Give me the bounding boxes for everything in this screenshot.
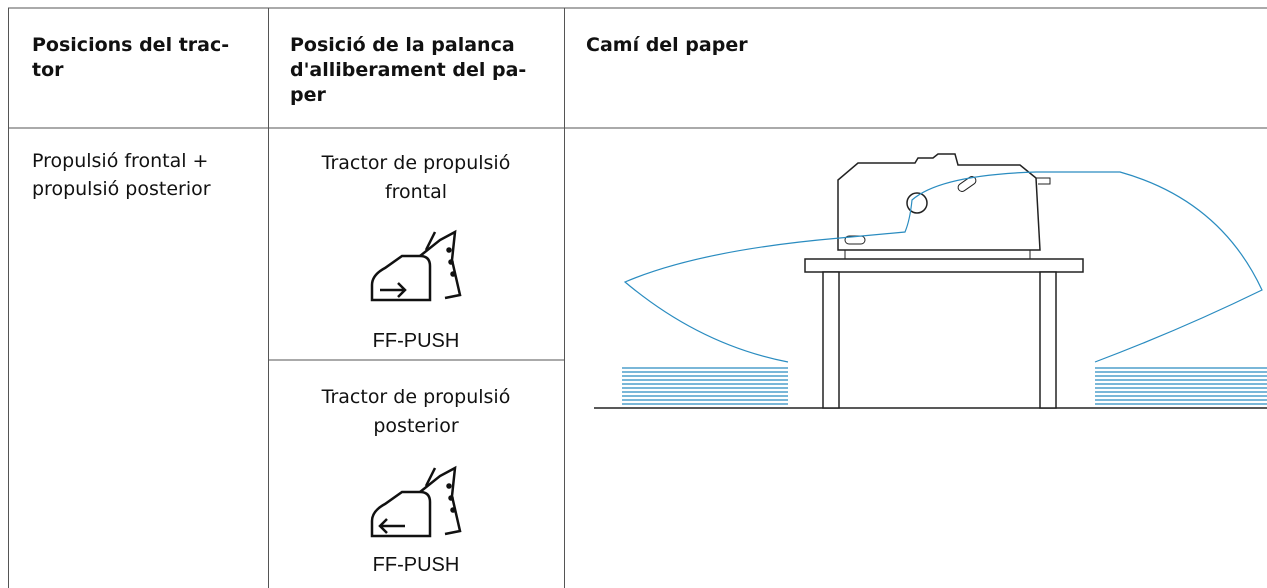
ff-push-icon	[370, 229, 462, 302]
position-text: Propulsió frontal +	[32, 150, 209, 172]
icon-label: FF-PUSH	[372, 330, 460, 352]
header-text: Posicions del trac-	[32, 34, 230, 56]
header-text: Posició de la palanca	[290, 34, 515, 56]
lever-text: Tractor de propulsió	[321, 386, 511, 408]
position-text: propulsió posterior	[32, 178, 211, 200]
paper-path-diagram	[594, 153, 1267, 409]
header-text: Camí del paper	[586, 34, 748, 56]
icon-label: FF-PUSH	[372, 554, 460, 576]
header-text: per	[290, 84, 326, 106]
ff-push-icon	[370, 465, 462, 538]
header-text: tor	[32, 59, 64, 81]
lever-text: posterior	[373, 415, 459, 437]
header-text: d'alliberament del pa-	[290, 59, 527, 81]
lever-text: frontal	[384, 181, 448, 203]
lever-text: Tractor de propulsió	[321, 152, 511, 174]
